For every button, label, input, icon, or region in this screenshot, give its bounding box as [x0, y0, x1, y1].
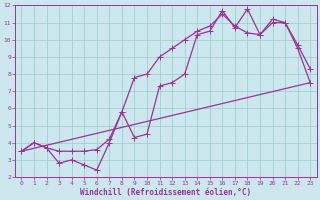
X-axis label: Windchill (Refroidissement éolien,°C): Windchill (Refroidissement éolien,°C)	[80, 188, 252, 197]
